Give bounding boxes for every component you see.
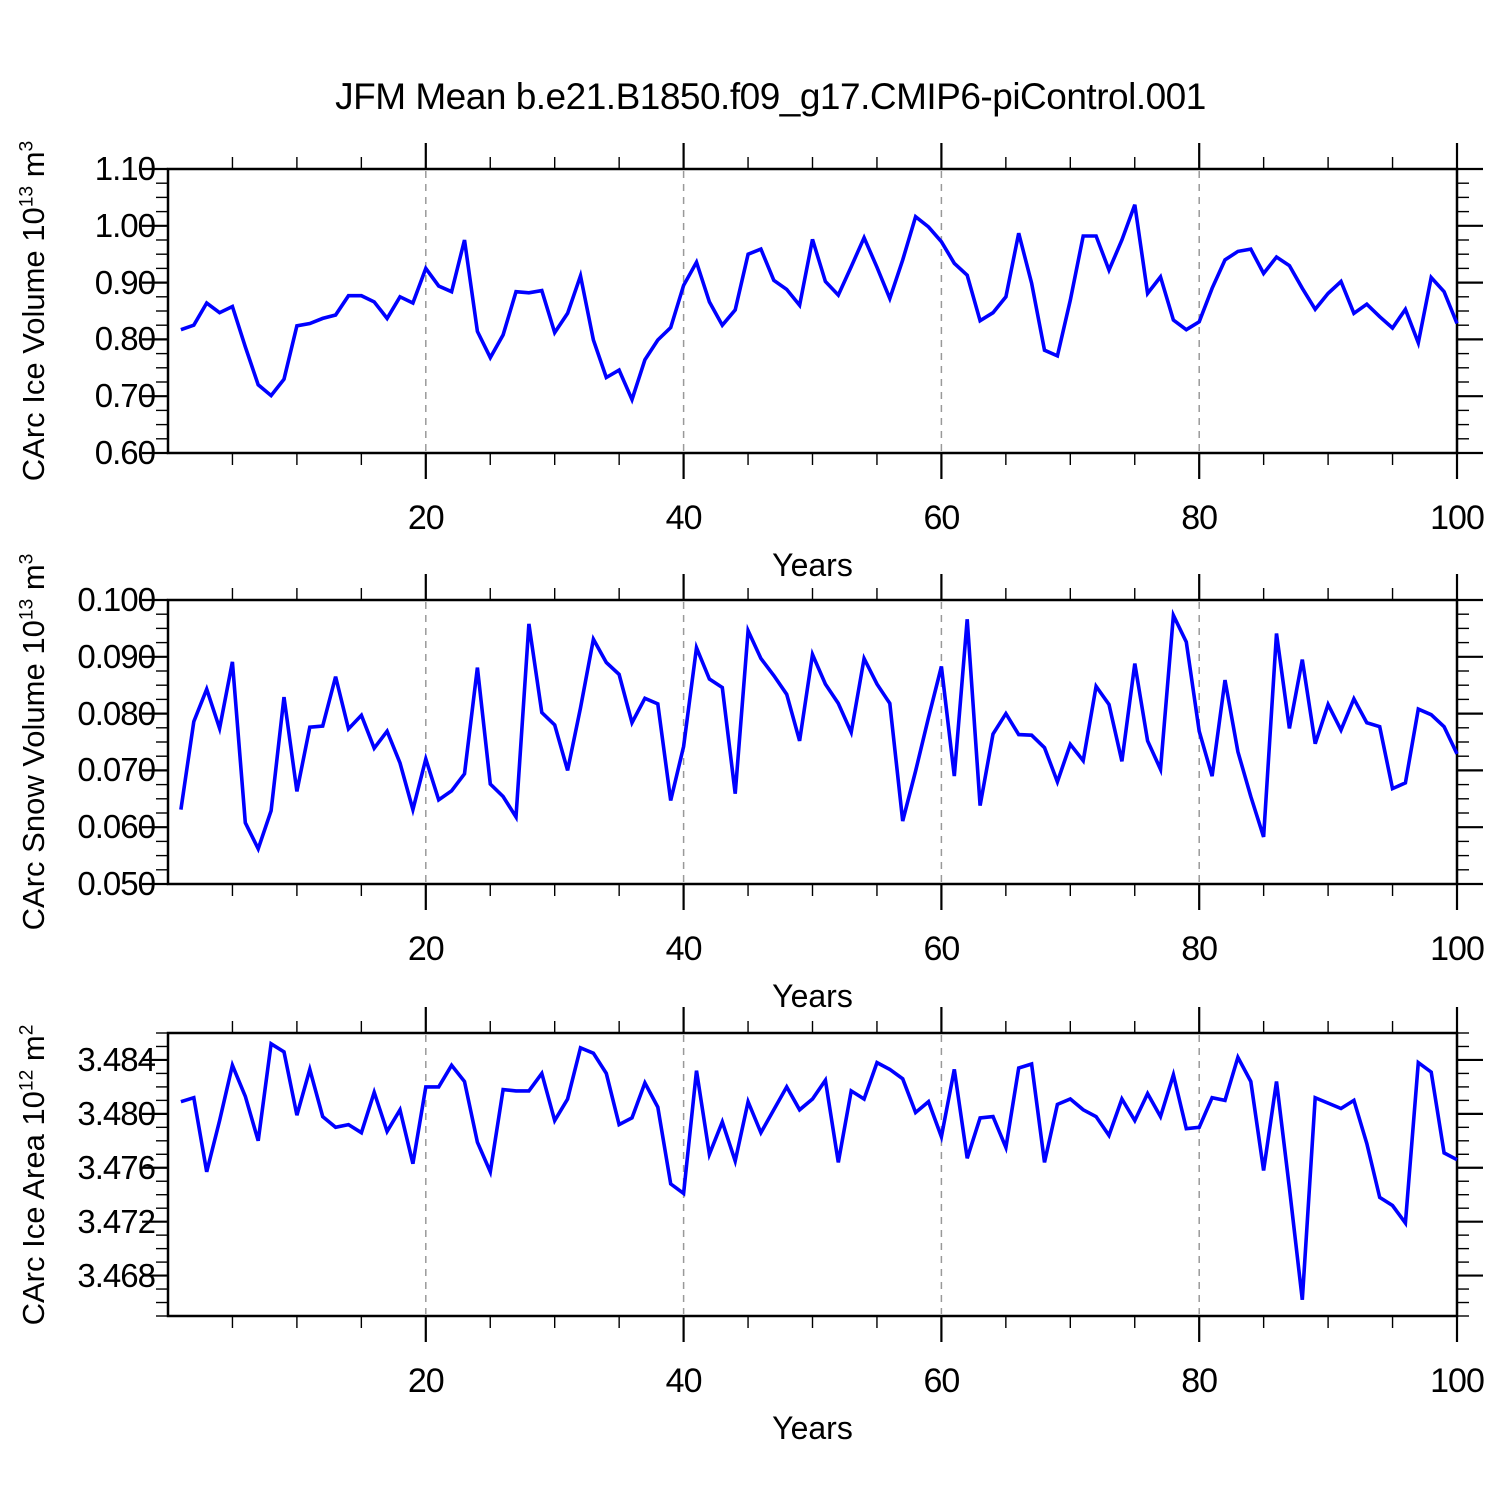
y-tick-label: 0.90	[94, 263, 156, 301]
x-tick-label: 100	[1430, 499, 1485, 537]
y-axis-title: CArc Ice Volume 1013 m3	[16, 140, 51, 482]
data-line	[180, 204, 1459, 405]
y-tick-label: 0.090	[77, 637, 156, 675]
gridlines	[425, 602, 1200, 882]
x-axis-title: Years	[772, 1410, 853, 1446]
x-tick-label: 100	[1430, 1362, 1485, 1400]
x-tick-label: 60	[923, 930, 960, 968]
axis-ticks	[142, 143, 1483, 479]
y-tick-label: 3.480	[77, 1094, 156, 1132]
y-tick-label: 1.00	[94, 206, 156, 244]
y-tick-label: 3.468	[77, 1256, 156, 1294]
y-tick-label: 3.472	[77, 1202, 156, 1240]
x-tick-label: 80	[1181, 1362, 1218, 1400]
panel-frame	[166, 598, 1459, 886]
y-tick-label: 0.80	[94, 320, 156, 358]
x-tick-label: 20	[407, 499, 445, 537]
x-tick-label: 100	[1430, 930, 1485, 968]
x-tick-label: 60	[923, 499, 960, 537]
gridlines	[425, 171, 1200, 451]
y-tick-label: 0.70	[94, 377, 156, 415]
x-axis-title: Years	[772, 547, 853, 583]
axis-ticks	[142, 574, 1483, 910]
axis-ticks	[142, 1007, 1483, 1342]
panel-frame	[166, 167, 1459, 455]
ice-volume-panel	[142, 143, 1483, 479]
y-tick-label: 0.070	[77, 751, 156, 789]
snow-volume-panel	[142, 574, 1483, 910]
y-tick-label: 3.484	[77, 1040, 156, 1078]
x-tick-label: 40	[665, 930, 703, 968]
panel-frame	[166, 1031, 1459, 1318]
data-line	[180, 1040, 1458, 1301]
y-tick-label: 1.10	[94, 150, 156, 187]
y-tick-label: 0.050	[77, 865, 156, 902]
y-tick-label: 3.476	[77, 1148, 156, 1186]
x-tick-label: 40	[665, 499, 703, 537]
x-axis-title: Years	[772, 978, 853, 1014]
x-tick-label: 60	[923, 1362, 960, 1400]
ice-area-panel	[142, 1007, 1483, 1342]
data-line	[179, 608, 1459, 854]
x-tick-label: 20	[407, 1362, 445, 1400]
y-tick-label: 0.100	[77, 581, 156, 618]
y-tick-label: 0.60	[94, 434, 156, 471]
y-axis-title: CArc Ice Area 1012 m2	[16, 1024, 51, 1325]
y-tick-label: 0.080	[77, 694, 156, 732]
x-tick-label: 20	[407, 930, 445, 968]
x-tick-label: 40	[665, 1362, 703, 1400]
y-tick-label: 0.060	[77, 808, 156, 846]
x-tick-label: 80	[1181, 499, 1218, 537]
y-axis-title: CArc Snow Volume 1013 m3	[16, 553, 51, 931]
figure-title: JFM Mean b.e21.B1850.f09_g17.CMIP6-piCon…	[335, 76, 1206, 117]
x-tick-label: 80	[1181, 930, 1218, 968]
